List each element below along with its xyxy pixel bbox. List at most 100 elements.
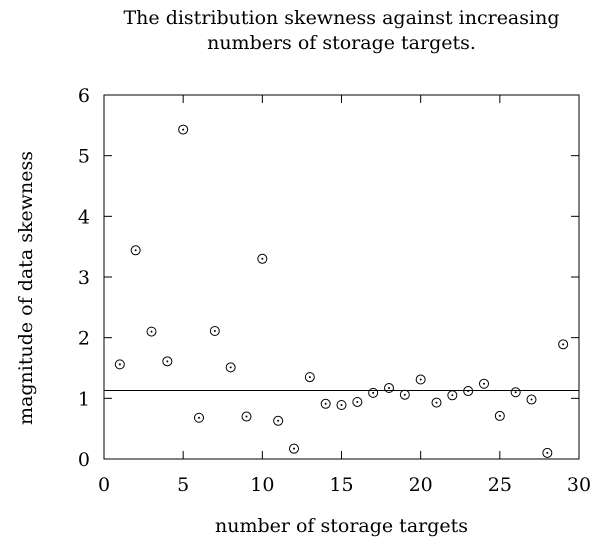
point-dot [562, 343, 565, 346]
point-ring [209, 325, 220, 336]
point-ring [320, 398, 331, 409]
point-dot [356, 400, 359, 403]
point-dot [419, 378, 422, 381]
point-ring [542, 447, 553, 458]
point-ring [368, 387, 379, 398]
x-tick-label: 5 [177, 474, 189, 496]
point-dot [388, 387, 390, 390]
y-tick-label: 3 [78, 267, 90, 289]
data-point [463, 386, 474, 397]
data-point [510, 387, 521, 398]
point-ring [447, 390, 458, 401]
data-point [304, 372, 315, 383]
point-dot [198, 416, 200, 419]
x-tick-label: 30 [567, 474, 591, 496]
point-ring [257, 253, 268, 264]
data-point [526, 394, 537, 405]
data-point [558, 339, 569, 350]
x-tick-label: 10 [250, 474, 274, 496]
data-point [415, 374, 426, 385]
x-axis-label: number of storage targets [214, 515, 469, 537]
data-point [494, 410, 505, 421]
data-point [479, 378, 489, 389]
data-point [447, 390, 458, 401]
x-tick-label: 25 [488, 474, 512, 496]
data-point [336, 400, 347, 411]
point-dot [229, 366, 232, 369]
data-point [209, 325, 220, 336]
data-points [114, 124, 569, 458]
point-ring [431, 397, 442, 408]
x-axis-ticks: 0 5 10 15 20 25 30 [98, 95, 591, 496]
point-dot [435, 401, 438, 404]
y-tick-label: 1 [78, 388, 90, 410]
point-ring [114, 359, 125, 370]
y-tick-label: 4 [78, 206, 90, 228]
data-point [273, 415, 284, 426]
point-dot [467, 390, 470, 393]
point-dot [498, 414, 501, 417]
point-dot [213, 329, 216, 332]
data-point [146, 326, 157, 337]
point-dot [293, 447, 295, 450]
y-tick-label: 5 [78, 146, 90, 168]
point-dot [451, 394, 454, 397]
point-ring [273, 415, 284, 426]
y-axis-ticks: 0 1 2 3 4 5 6 [78, 85, 579, 471]
y-tick-label: 6 [78, 85, 90, 107]
y-tick-label: 2 [78, 328, 90, 350]
point-ring [130, 245, 141, 256]
data-point [194, 412, 204, 423]
point-dot [530, 398, 533, 401]
data-point [114, 359, 125, 370]
data-point [289, 443, 299, 454]
point-ring [494, 410, 505, 421]
point-dot [261, 257, 264, 260]
point-dot [134, 249, 137, 252]
point-dot [403, 393, 406, 396]
point-ring [241, 411, 252, 422]
point-ring [479, 378, 489, 389]
point-dot [483, 382, 485, 385]
point-dot [150, 330, 153, 333]
point-ring [384, 383, 394, 394]
point-dot [546, 451, 549, 454]
point-dot [245, 415, 248, 418]
point-ring [289, 443, 299, 454]
point-ring [526, 394, 537, 405]
data-point [352, 396, 363, 407]
data-point [368, 387, 379, 398]
point-ring [304, 372, 315, 383]
data-point [399, 389, 410, 400]
point-ring [336, 400, 347, 411]
y-tick-label: 0 [78, 449, 90, 471]
point-ring [510, 387, 521, 398]
point-ring [415, 374, 426, 385]
data-point [320, 398, 331, 409]
chart-title: The distribution skewness against increa… [123, 7, 560, 54]
data-point [162, 356, 173, 367]
point-ring [194, 412, 204, 423]
point-ring [399, 389, 410, 400]
point-dot [372, 391, 375, 394]
point-ring [225, 362, 236, 373]
point-ring [558, 339, 569, 350]
point-dot [514, 391, 517, 394]
data-point [257, 253, 268, 264]
point-dot [182, 128, 185, 131]
point-ring [352, 396, 363, 407]
point-ring [162, 356, 173, 367]
point-dot [324, 402, 327, 405]
x-tick-label: 15 [329, 474, 353, 496]
data-point [384, 383, 394, 394]
point-ring [463, 386, 474, 397]
data-point [241, 411, 252, 422]
x-tick-label: 0 [98, 474, 110, 496]
point-ring [178, 124, 189, 135]
point-dot [277, 419, 280, 422]
point-dot [118, 363, 121, 366]
data-point [130, 245, 141, 256]
x-tick-label: 20 [409, 474, 433, 496]
data-point [178, 124, 189, 135]
